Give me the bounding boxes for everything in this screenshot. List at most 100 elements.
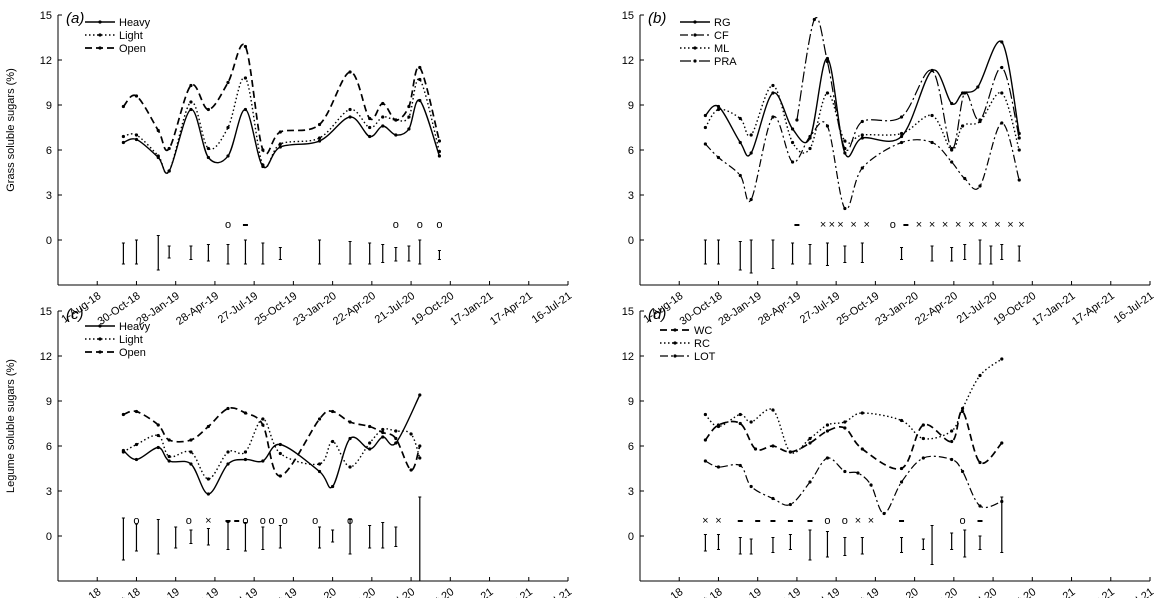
data-point-open bbox=[317, 122, 322, 127]
series-line-ml bbox=[704, 84, 1020, 154]
significance-marker: o bbox=[269, 515, 275, 527]
significance-marker: × bbox=[994, 219, 1000, 231]
data-point-wc bbox=[703, 438, 707, 442]
data-point-pra bbox=[899, 115, 904, 119]
x-tick-label: 17-Apr-21 bbox=[1070, 290, 1117, 328]
x-tick-label: 19-Oct-20 bbox=[991, 290, 1038, 328]
y-tick-label: 3 bbox=[628, 190, 634, 202]
data-point-lot bbox=[856, 471, 860, 475]
legend-label: Open bbox=[119, 43, 146, 55]
significance-marker: × bbox=[929, 219, 935, 231]
data-point-wc bbox=[843, 426, 847, 430]
legend-label: PRA bbox=[714, 56, 737, 68]
legend-marker bbox=[673, 354, 677, 358]
data-point-light bbox=[261, 417, 265, 421]
data-point-rc bbox=[860, 411, 864, 415]
data-point-wc bbox=[808, 441, 812, 445]
legend-label: CF bbox=[714, 30, 729, 42]
data-point-wc bbox=[771, 444, 775, 448]
data-point-cf bbox=[790, 160, 795, 164]
legend-marker bbox=[98, 324, 102, 328]
data-point-open bbox=[394, 118, 398, 122]
panel-c: 036912151-Aug-1830-Oct-1828-Jan-1928-Apr… bbox=[5, 306, 574, 598]
data-point-ml bbox=[860, 133, 864, 137]
data-point-pra bbox=[1017, 136, 1021, 140]
data-point-cf bbox=[808, 134, 812, 139]
data-point-open bbox=[261, 423, 265, 427]
data-point-ml bbox=[1017, 148, 1021, 152]
y-tick-label: 9 bbox=[628, 100, 634, 112]
y-tick-label: 12 bbox=[40, 55, 52, 67]
data-point-heavy bbox=[121, 140, 125, 145]
data-point-open bbox=[409, 468, 413, 472]
data-point-light bbox=[368, 441, 372, 445]
data-point-heavy bbox=[317, 139, 322, 143]
legend-marker bbox=[98, 33, 102, 37]
y-tick-label: 0 bbox=[46, 235, 52, 247]
data-point-light bbox=[189, 100, 193, 104]
y-tick-label: 15 bbox=[622, 306, 634, 318]
data-point-open bbox=[156, 128, 160, 133]
data-point-heavy bbox=[348, 436, 352, 441]
data-point-lot bbox=[703, 459, 707, 463]
legend-label: Heavy bbox=[119, 17, 151, 29]
legend-marker bbox=[98, 337, 102, 341]
data-point-heavy bbox=[394, 133, 398, 137]
x-tick-label: 17-Jan-21 bbox=[448, 290, 495, 328]
data-point-rg bbox=[950, 101, 954, 106]
data-point-rg bbox=[860, 136, 864, 140]
data-point-cf bbox=[978, 184, 982, 188]
legend-marker bbox=[98, 46, 102, 50]
data-point-open bbox=[226, 406, 230, 411]
data-point-light bbox=[134, 133, 139, 137]
data-point-light bbox=[331, 439, 335, 444]
data-point-heavy bbox=[189, 107, 193, 112]
data-point-heavy bbox=[368, 447, 372, 451]
data-point-rg bbox=[976, 85, 980, 89]
data-point-cf bbox=[930, 140, 934, 145]
significance-marker: o bbox=[133, 515, 139, 527]
significance-marker: o bbox=[347, 515, 353, 527]
data-point-cf bbox=[1017, 178, 1021, 182]
data-point-open bbox=[317, 417, 322, 421]
data-point-open bbox=[189, 438, 193, 442]
panel-label: (a) bbox=[66, 10, 84, 27]
significance-marker: o bbox=[393, 219, 399, 231]
data-point-heavy bbox=[381, 435, 385, 439]
legend-label: RC bbox=[694, 338, 710, 350]
data-point-light bbox=[317, 136, 322, 140]
data-point-lot bbox=[788, 502, 792, 507]
data-point-open bbox=[121, 412, 125, 417]
data-point-open bbox=[437, 139, 442, 143]
data-point-pra bbox=[812, 17, 816, 22]
data-point-rc bbox=[1000, 357, 1004, 361]
panel-d: 036912151-Aug-1830-Oct-1828-Jan-1928-Apr… bbox=[622, 306, 1156, 598]
y-tick-label: 9 bbox=[46, 396, 52, 408]
legend-label: WC bbox=[694, 325, 712, 337]
x-tick-label: 21-Jul-20 bbox=[373, 586, 417, 598]
data-point-pra bbox=[825, 59, 830, 64]
panel-b: 036912151-Aug-1830-Oct-1828-Jan-1928-Apr… bbox=[622, 10, 1156, 328]
significance-marker: o bbox=[242, 515, 248, 527]
significance-marker: o bbox=[312, 515, 318, 527]
data-point-light bbox=[243, 76, 248, 80]
x-tick-label: 16-Jul-21 bbox=[530, 290, 574, 326]
data-point-pra bbox=[950, 146, 954, 151]
data-point-cf bbox=[899, 140, 904, 145]
data-point-open bbox=[418, 444, 422, 448]
data-point-pra bbox=[795, 118, 799, 122]
data-point-wc bbox=[978, 460, 982, 465]
data-point-heavy bbox=[394, 441, 398, 445]
y-tick-label: 15 bbox=[40, 306, 52, 318]
data-point-light bbox=[381, 115, 385, 119]
y-tick-label: 15 bbox=[622, 10, 634, 22]
data-point-light bbox=[121, 134, 125, 139]
data-point-light bbox=[206, 146, 210, 151]
y-tick-label: 9 bbox=[46, 100, 52, 112]
legend-marker bbox=[98, 20, 102, 24]
data-point-lot bbox=[950, 457, 954, 462]
data-point-lot bbox=[882, 511, 886, 516]
data-point-ml bbox=[771, 83, 775, 88]
x-tick-label: 23-Jan-20 bbox=[873, 290, 920, 328]
